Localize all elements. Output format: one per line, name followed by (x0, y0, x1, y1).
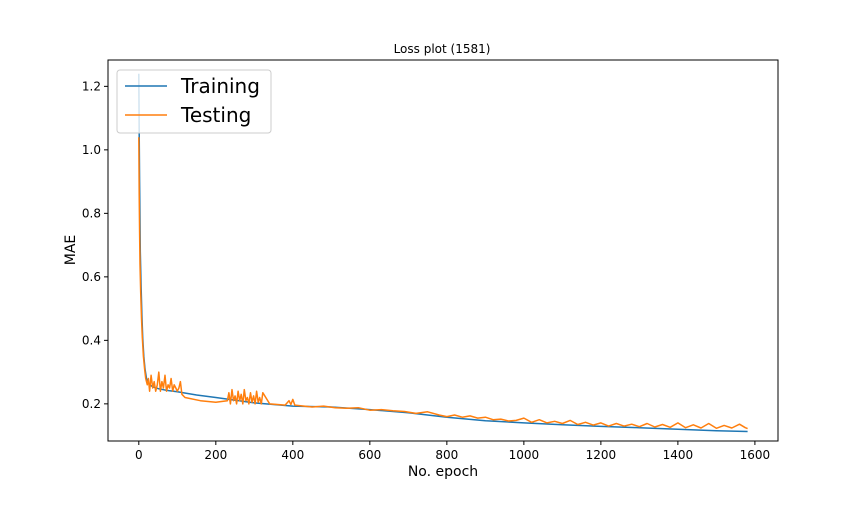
x-tick-label: 1400 (663, 448, 694, 462)
x-tick-label: 600 (358, 448, 381, 462)
legend: Training Testing (116, 69, 272, 134)
x-axis-label: No. epoch (408, 464, 478, 480)
y-axis-ticks: 0.2 0.4 0.6 0.8 1.0 1.2 (82, 79, 108, 411)
legend-label-testing: Testing (180, 103, 251, 127)
x-axis-ticks: 0 200 400 600 800 1000 1200 1400 1600 (135, 441, 770, 462)
y-tick-label: 0.8 (82, 206, 101, 220)
plot-area (107, 59, 779, 442)
series-line-testing (138, 137, 748, 430)
chart-title: Loss plot (1581) (394, 42, 491, 56)
y-tick-label: 0.4 (82, 333, 101, 347)
series-layer (138, 73, 748, 433)
x-tick-label: 1000 (509, 448, 540, 462)
x-tick-label: 800 (435, 448, 458, 462)
y-tick-label: 1.2 (82, 79, 101, 93)
x-tick-label: 400 (281, 448, 304, 462)
x-tick-label: 1600 (740, 448, 771, 462)
y-tick-label: 0.2 (82, 397, 101, 411)
y-axis-label: MAE (63, 235, 79, 266)
legend-label-training: Training (180, 74, 260, 98)
x-tick-label: 0 (135, 448, 143, 462)
y-tick-label: 1.0 (82, 143, 101, 157)
x-tick-label: 200 (204, 448, 227, 462)
y-tick-label: 0.6 (82, 270, 101, 284)
x-tick-label: 1200 (586, 448, 617, 462)
